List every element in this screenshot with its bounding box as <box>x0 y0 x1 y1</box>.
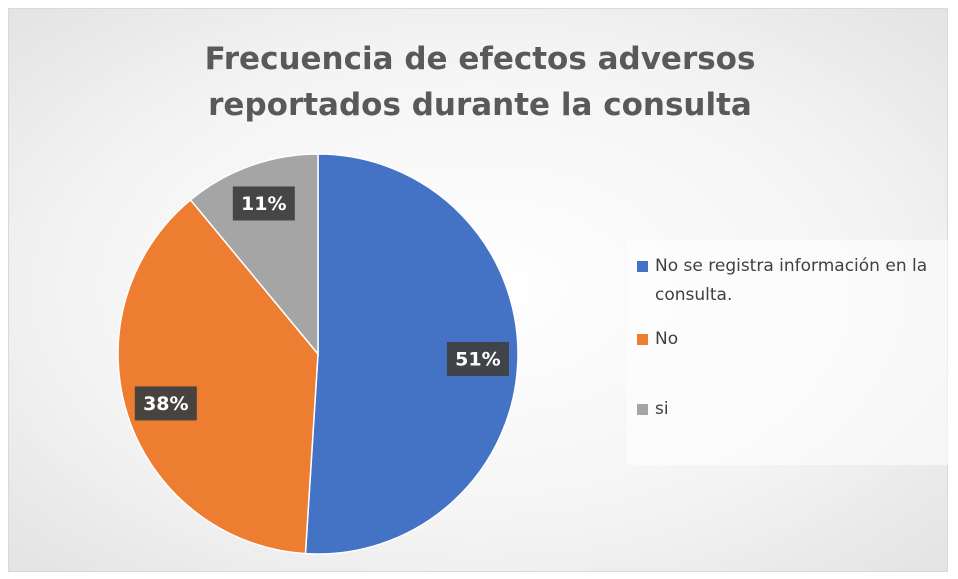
legend-label: No se registra información en la consult… <box>655 256 928 305</box>
legend-swatch <box>637 334 648 345</box>
legend-label: si <box>655 399 669 419</box>
legend: No se registra información en la consult… <box>627 240 949 465</box>
legend-label: No <box>655 329 679 349</box>
data-label-box <box>134 386 197 421</box>
chart-title: Frecuencia de efectos adversos reportado… <box>204 41 756 123</box>
data-label: 11% <box>241 193 286 215</box>
data-label: 38% <box>143 393 188 415</box>
legend-item: No <box>637 325 937 354</box>
pie-slice <box>117 198 319 555</box>
legend-swatch <box>637 261 648 272</box>
data-label-box <box>232 186 295 221</box>
data-label-box <box>446 342 509 377</box>
pie-slice <box>304 153 519 555</box>
legend-item: si <box>637 395 937 424</box>
legend-swatch <box>637 404 648 415</box>
legend-item: No se registra información en la consult… <box>637 252 937 310</box>
data-label: 51% <box>455 349 500 371</box>
